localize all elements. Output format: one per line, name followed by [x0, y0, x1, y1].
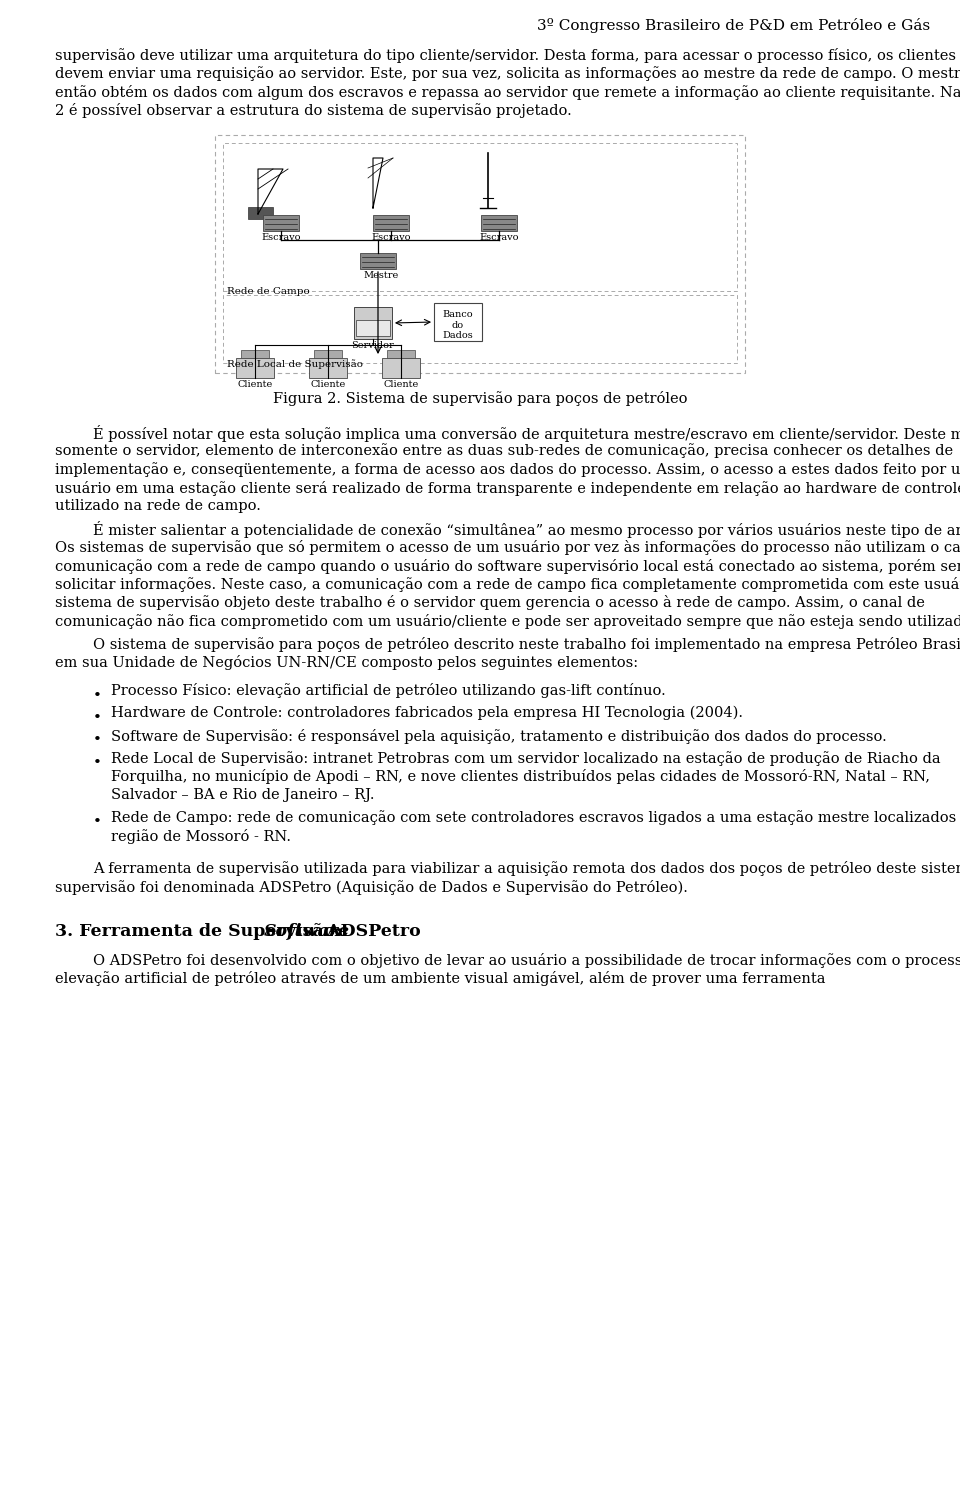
- Bar: [373, 215, 409, 231]
- Text: Escravo: Escravo: [479, 233, 518, 242]
- Text: solicitar informações. Neste caso, a comunicação com a rede de campo fica comple: solicitar informações. Neste caso, a com…: [55, 576, 960, 593]
- Text: A ferramenta de supervisão utilizada para viabilizar a aquisição remota dos dado: A ferramenta de supervisão utilizada par…: [93, 861, 960, 876]
- Text: elevação artificial de petróleo através de um ambiente visual amigável, além de : elevação artificial de petróleo através …: [55, 970, 826, 985]
- Text: em sua Unidade de Negócios UN-RN/CE composto pelos seguintes elementos:: em sua Unidade de Negócios UN-RN/CE comp…: [55, 655, 638, 670]
- Bar: [309, 358, 347, 378]
- Text: •: •: [92, 711, 102, 726]
- Text: •: •: [92, 815, 102, 830]
- Text: O sistema de supervisão para poços de petróleo descrito neste trabalho foi imple: O sistema de supervisão para poços de pe…: [93, 636, 960, 651]
- Text: Figura 2. Sistema de supervisão para poços de petróleo: Figura 2. Sistema de supervisão para poç…: [273, 391, 687, 406]
- Bar: [223, 296, 737, 363]
- Text: ADSPetro: ADSPetro: [322, 923, 421, 939]
- Text: Cliente: Cliente: [383, 381, 419, 390]
- Text: Mestre: Mestre: [364, 272, 398, 281]
- Text: comunicação com a rede de campo quando o usuário do software supervisório local : comunicação com a rede de campo quando o…: [55, 558, 960, 573]
- Text: Os sistemas de supervisão que só permitem o acesso de um usuário por vez às info: Os sistemas de supervisão que só permite…: [55, 540, 960, 555]
- Text: somente o servidor, elemento de interconexão entre as duas sub-redes de comunica: somente o servidor, elemento de intercon…: [55, 443, 953, 458]
- Text: região de Mossoró - RN.: região de Mossoró - RN.: [111, 829, 291, 844]
- Text: 2 é possível observar a estrutura do sistema de supervisão projetado.: 2 é possível observar a estrutura do sis…: [55, 103, 572, 118]
- Bar: [387, 349, 415, 358]
- Bar: [356, 320, 390, 336]
- Bar: [481, 215, 517, 231]
- Bar: [215, 134, 745, 373]
- Text: O ADSPetro foi desenvolvido com o objetivo de levar ao usuário a possibilidade d: O ADSPetro foi desenvolvido com o objeti…: [93, 953, 960, 967]
- Bar: [314, 349, 342, 358]
- Text: Hardware de Controle: controladores fabricados pela empresa HI Tecnologia (2004): Hardware de Controle: controladores fabr…: [111, 706, 743, 721]
- Text: usuário em uma estação cliente será realizado de forma transparente e independen: usuário em uma estação cliente será real…: [55, 481, 960, 496]
- Text: É mister salientar a potencialidade de conexão “simultânea” ao mesmo processo po: É mister salientar a potencialidade de c…: [93, 521, 960, 539]
- Bar: [263, 215, 299, 231]
- Bar: [382, 358, 420, 378]
- Text: Escravo: Escravo: [261, 233, 300, 242]
- Text: Processo Físico: elevação artificial de petróleo utilizando gas-lift contínuo.: Processo Físico: elevação artificial de …: [111, 684, 665, 699]
- Text: comunicação não fica comprometido com um usuário/cliente e pode ser aproveitado : comunicação não fica comprometido com um…: [55, 614, 960, 629]
- Text: supervisão foi denominada ADSPetro (Aquisição de Dados e Supervisão do Petróleo): supervisão foi denominada ADSPetro (Aqui…: [55, 879, 688, 894]
- Bar: [223, 143, 737, 291]
- Text: Escravo: Escravo: [372, 233, 411, 242]
- Text: supervisão deve utilizar uma arquitetura do tipo cliente/servidor. Desta forma, : supervisão deve utilizar uma arquitetura…: [55, 48, 956, 63]
- Text: Cliente: Cliente: [310, 381, 346, 390]
- Text: Forquilha, no município de Apodi – RN, e nove clientes distribuídos pelas cidade: Forquilha, no município de Apodi – RN, e…: [111, 769, 930, 784]
- Text: Banco
do
Dados: Banco do Dados: [443, 311, 473, 340]
- Text: então obtém os dados com algum dos escravos e repassa ao servidor que remete a i: então obtém os dados com algum dos escra…: [55, 85, 960, 100]
- Text: devem enviar uma requisição ao servidor. Este, por sua vez, solicita as informaç: devem enviar uma requisição ao servidor.…: [55, 67, 960, 82]
- Bar: [434, 303, 482, 340]
- Text: •: •: [92, 733, 102, 748]
- Bar: [360, 252, 396, 269]
- Bar: [248, 208, 273, 219]
- Bar: [354, 308, 392, 339]
- Text: Rede Local de Supervisão: Rede Local de Supervisão: [227, 358, 363, 369]
- Text: 3º Congresso Brasileiro de P&D em Petróleo e Gás: 3º Congresso Brasileiro de P&D em Petról…: [537, 18, 930, 33]
- Text: sistema de supervisão objeto deste trabalho é o servidor quem gerencia o acesso : sistema de supervisão objeto deste traba…: [55, 596, 924, 611]
- Bar: [236, 358, 274, 378]
- Text: Rede de Campo: rede de comunicação com sete controladores escravos ligados a uma: Rede de Campo: rede de comunicação com s…: [111, 811, 960, 826]
- Text: •: •: [92, 755, 102, 770]
- Text: Servidor: Servidor: [351, 340, 395, 349]
- Text: implementação e, conseqüentemente, a forma de acesso aos dados do processo. Assi: implementação e, conseqüentemente, a for…: [55, 461, 960, 476]
- Text: Software de Supervisão: é responsável pela aquisição, tratamento e distribuição : Software de Supervisão: é responsável pe…: [111, 729, 887, 744]
- Text: Cliente: Cliente: [237, 381, 273, 390]
- Text: É possível notar que esta solução implica uma conversão de arquitetura mestre/es: É possível notar que esta solução implic…: [93, 426, 960, 442]
- Text: Salvador – BA e Rio de Janeiro – RJ.: Salvador – BA e Rio de Janeiro – RJ.: [111, 788, 374, 802]
- Text: Rede Local de Supervisão: intranet Petrobras com um servidor localizado na estaç: Rede Local de Supervisão: intranet Petro…: [111, 751, 941, 766]
- Text: •: •: [92, 688, 102, 703]
- Text: Software: Software: [264, 923, 349, 939]
- Text: utilizado na rede de campo.: utilizado na rede de campo.: [55, 499, 261, 514]
- Text: 3. Ferramenta de Supervisão:: 3. Ferramenta de Supervisão:: [55, 923, 348, 939]
- Bar: [241, 349, 269, 358]
- Text: Rede de Campo: Rede de Campo: [227, 287, 310, 296]
